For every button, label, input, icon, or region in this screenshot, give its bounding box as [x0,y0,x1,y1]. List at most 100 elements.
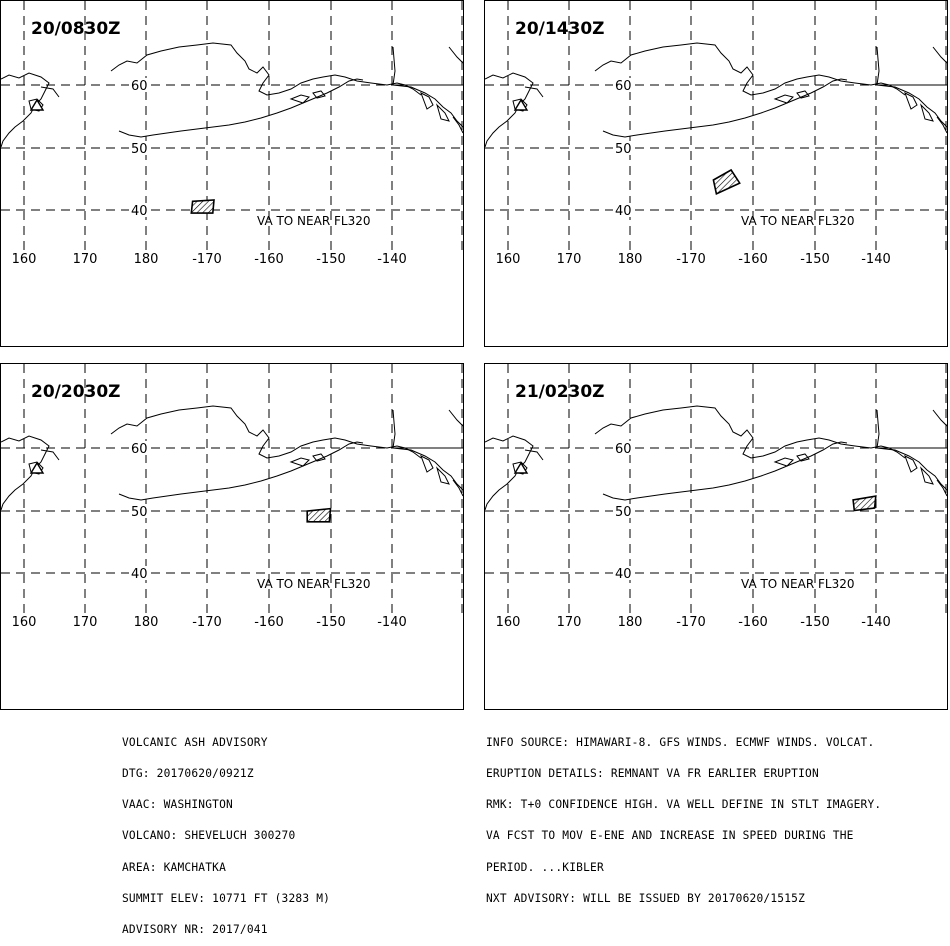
lon-label: 160 [12,252,37,267]
lon-label: -140 [861,252,891,267]
advisory-header-block: VOLCANIC ASH ADVISORY DTG: 20170620/0921… [122,717,330,946]
map-canvas: 160 170 180 -170 -160 -150 -140 60 50 40 VA TO NE… [1,364,463,630]
map-canvas: 160 170 180 -170 -160 -150 -140 60 50 40 VA TO NE… [1,1,463,267]
advisory-line: ERUPTION DETAILS: REMNANT VA FR EARLIER … [486,767,819,781]
coastline [602,441,848,501]
volcano-icon [29,461,45,474]
map-panel: 160 170 180 -170 -160 -150 -140 60 50 40 VA TO NE… [484,0,948,347]
panel-valid-time: 21/0230Z [515,382,605,402]
lat-label: 50 [615,142,632,157]
coastline [876,447,947,491]
coastline [435,466,450,485]
coastline [904,91,918,110]
coastline [118,78,364,138]
coastline [289,457,310,467]
lon-label: -140 [861,615,891,630]
map-panel: 160 170 180 -170 -160 -150 -140 60 50 40 VA TO NE… [0,363,464,710]
lon-label: 170 [557,615,582,630]
lat-label: 40 [615,567,632,582]
coastline [420,91,434,110]
volcano-icon [29,98,45,111]
coastline [524,86,544,98]
volcano-icon [513,461,529,474]
advisory-line: PERIOD. ...KIBLER [486,860,604,874]
coastline [452,116,463,134]
lon-label: -150 [316,615,346,630]
coastline [110,42,422,96]
lon-label: -150 [800,252,830,267]
lat-label: 60 [131,442,148,457]
lon-label: -170 [676,615,706,630]
coastline [773,94,794,104]
lat-label: 60 [615,79,632,94]
volcano-icon [513,98,529,111]
lat-label: 40 [131,204,148,219]
panel-valid-time: 20/2030Z [31,382,121,402]
coastline [392,46,396,86]
panel-valid-time: 20/0830Z [31,19,121,39]
coastline [936,479,947,497]
lon-label: -160 [254,252,284,267]
lon-label: -160 [738,615,768,630]
ash-cloud-polygon [712,168,741,195]
coastline [936,116,947,134]
map-panel: 160 170 180 -170 -160 -150 -140 60 50 40 VA TO NE… [484,363,948,710]
coastline [932,46,947,64]
coastline [435,103,450,122]
coastline [448,46,463,64]
lon-label: 180 [134,615,159,630]
advisory-line: VOLCANIC ASH ADVISORY [122,735,268,749]
lon-label: -160 [254,615,284,630]
coastline [118,441,364,501]
lon-label: 160 [12,615,37,630]
lon-label: 160 [496,615,521,630]
va-note: VA TO NEAR FL320 [741,577,854,591]
coastline [594,42,906,96]
coastline [312,453,326,462]
advisory-line: AREA: KAMCHATKA [122,860,227,874]
lat-label: 60 [131,79,148,94]
coastline [602,78,848,138]
map-canvas: 160 170 180 -170 -160 -150 -140 60 50 40 VA TO NE… [485,1,947,267]
lon-label: 180 [134,252,159,267]
advisory-line: RMK: T+0 CONFIDENCE HIGH. VA WELL DEFINE… [486,798,882,812]
advisory-line: NXT ADVISORY: WILL BE ISSUED BY 20170620… [486,891,806,905]
va-note: VA TO NEAR FL320 [257,214,370,228]
lon-label: -150 [800,615,830,630]
lon-label: 160 [496,252,521,267]
lat-label: 50 [615,505,632,520]
coastline [919,466,934,485]
advisory-line: VA FCST TO MOV E-ENE AND INCREASE IN SPE… [486,829,854,843]
coastline [796,90,810,99]
advisory-line: SUMMIT ELEV: 10771 FT (3283 M) [122,891,331,905]
coastline [796,453,810,462]
lon-label: -150 [316,252,346,267]
coastline [594,405,906,459]
advisory-line: ADVISORY NR: 2017/041 [122,923,268,937]
lon-label: 170 [73,252,98,267]
coastline [773,457,794,467]
advisory-line: INFO SOURCE: HIMAWARI-8. GFS WINDS. ECMW… [486,735,875,749]
lon-label: -160 [738,252,768,267]
lon-label: 170 [557,252,582,267]
lon-label: -140 [377,615,407,630]
coastline [932,409,947,427]
coastline [1,435,50,511]
lat-label: 50 [131,142,148,157]
ash-cloud-polygon [306,507,332,523]
lat-label: 50 [131,505,148,520]
lon-label: -170 [192,615,222,630]
coastline [289,94,310,104]
coastline [876,46,880,86]
coastline [392,84,463,128]
coastline [904,454,918,473]
coastline [392,447,463,491]
lon-label: 180 [618,252,643,267]
coastline [1,72,50,148]
lon-label: -140 [377,252,407,267]
va-note: VA TO NEAR FL320 [741,214,854,228]
coastline [392,409,396,449]
coastline [876,409,880,449]
coastline [485,72,534,148]
coastline [876,84,947,128]
